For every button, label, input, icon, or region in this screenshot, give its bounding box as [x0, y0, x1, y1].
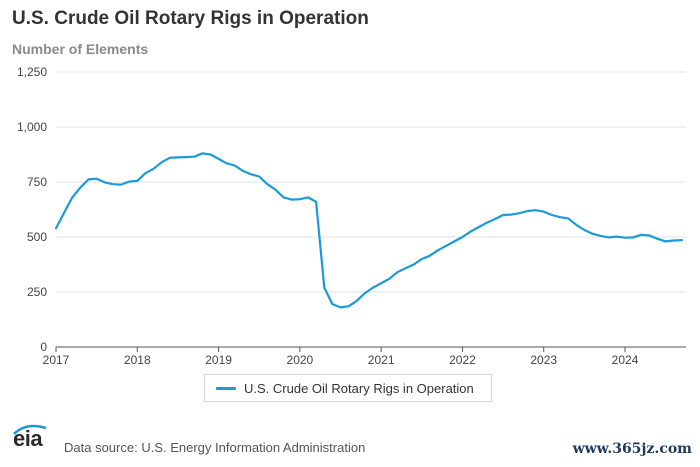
y-tick-label: 0 — [40, 340, 47, 354]
legend-swatch — [216, 386, 236, 390]
y-tick-label: 1,250 — [17, 65, 47, 79]
series-line — [54, 152, 683, 309]
line-chart: 0 250 500 750 1,000 1,250 2017 2018 2019 2020 2021… — [17, 65, 686, 367]
x-tick-label: 2017 — [43, 353, 70, 367]
x-tick-label: 2020 — [287, 353, 314, 367]
x-tick-label: 2018 — [124, 353, 151, 367]
y-tick-label: 1,000 — [17, 120, 47, 134]
x-tick-label: 2022 — [449, 353, 476, 367]
chart-title: U.S. Crude Oil Rotary Rigs in Operation — [12, 8, 369, 29]
eia-logo: eia — [13, 426, 43, 451]
watermark: www.365jz.com — [572, 441, 692, 457]
x-tick-label: 2024 — [612, 353, 639, 367]
y-tick-label: 250 — [27, 285, 47, 299]
y-axis-unit-label: Number of Elements — [12, 41, 149, 57]
data-source-note: Data source: U.S. Energy Information Adm… — [64, 440, 366, 455]
y-tick-label: 500 — [27, 230, 47, 244]
x-tick-label: 2019 — [205, 353, 232, 367]
x-tick-label: 2021 — [368, 353, 395, 367]
y-tick-label: 750 — [27, 175, 47, 189]
eia-logo-arc-icon — [13, 424, 47, 435]
x-tick-label: 2023 — [530, 353, 557, 367]
legend-label: U.S. Crude Oil Rotary Rigs in Operation — [244, 380, 474, 396]
chart-legend[interactable]: U.S. Crude Oil Rotary Rigs in Operation — [204, 374, 492, 402]
